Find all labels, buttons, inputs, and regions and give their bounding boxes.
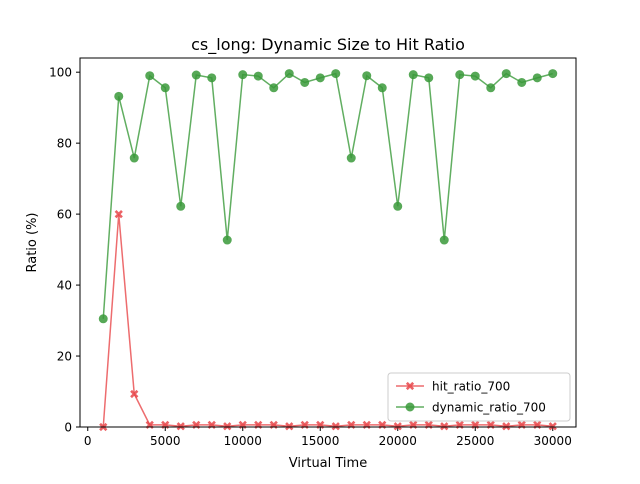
data-point [548,422,557,431]
x-axis-label: Virtual Time [289,456,367,471]
x-tick-label: 30000 [534,434,572,448]
legend-marker [405,402,415,412]
legend-box [387,372,571,422]
data-point [315,73,325,83]
y-axis-ticks: 0 20 40 60 80 100 [49,66,80,435]
data-point [532,73,542,83]
series-line [102,214,553,428]
data-point [300,77,310,87]
data-point [408,70,418,80]
series-layer [98,69,558,432]
data-point [130,389,139,399]
plot-frame [79,57,577,428]
data-point [269,83,279,93]
x-tick-label: 5000 [150,434,181,448]
data-point [501,69,511,79]
y-axis-label: Ratio (%) [25,212,40,272]
data-point [548,69,558,79]
data-point [253,71,263,81]
data-point [176,201,186,211]
data-point [176,422,185,431]
data-point [114,209,123,219]
data-point [486,83,496,93]
data-point [207,73,217,83]
data-point [145,71,155,81]
x-tick-label: 20000 [379,434,417,448]
series-dynamic_ratio_700 [98,69,558,324]
y-tick-label: 60 [57,208,72,222]
data-point [331,422,340,431]
x-tick-label: 0 [84,434,92,448]
data-point [191,70,201,80]
data-point [222,235,232,245]
chart-title: cs_long: Dynamic Size to Hit Ratio [191,35,465,55]
legend: hit_ratio_700 dynamic_ratio_700 [387,372,571,422]
y-tick-label: 100 [49,66,72,80]
data-point [440,422,449,431]
legend-marker [405,381,415,391]
data-point [362,71,372,81]
data-point [377,83,387,93]
y-tick-label: 40 [57,279,72,293]
legend-label: dynamic_ratio_700 [432,401,546,415]
x-tick-label: 15000 [301,434,339,448]
series-hit_ratio_700 [99,209,557,432]
data-point [114,91,124,101]
data-point [129,153,139,163]
y-tick-label: 20 [57,350,72,364]
data-point [502,422,511,431]
y-tick-label: 0 [64,421,72,435]
data-point [455,70,465,80]
data-point [285,422,294,431]
data-point [424,73,434,83]
data-point [393,422,402,431]
data-point [517,77,527,87]
data-point [284,69,294,79]
x-tick-label: 10000 [224,434,262,448]
data-point [439,235,449,245]
data-point [331,69,341,79]
data-point [346,153,356,163]
legend-label: hit_ratio_700 [432,380,510,394]
data-point [393,201,403,211]
y-tick-label: 80 [57,137,72,151]
data-point [238,70,248,80]
data-point [223,422,232,431]
x-tick-label: 25000 [456,434,494,448]
data-point [470,71,480,81]
data-point [98,314,108,324]
data-point [160,83,170,93]
